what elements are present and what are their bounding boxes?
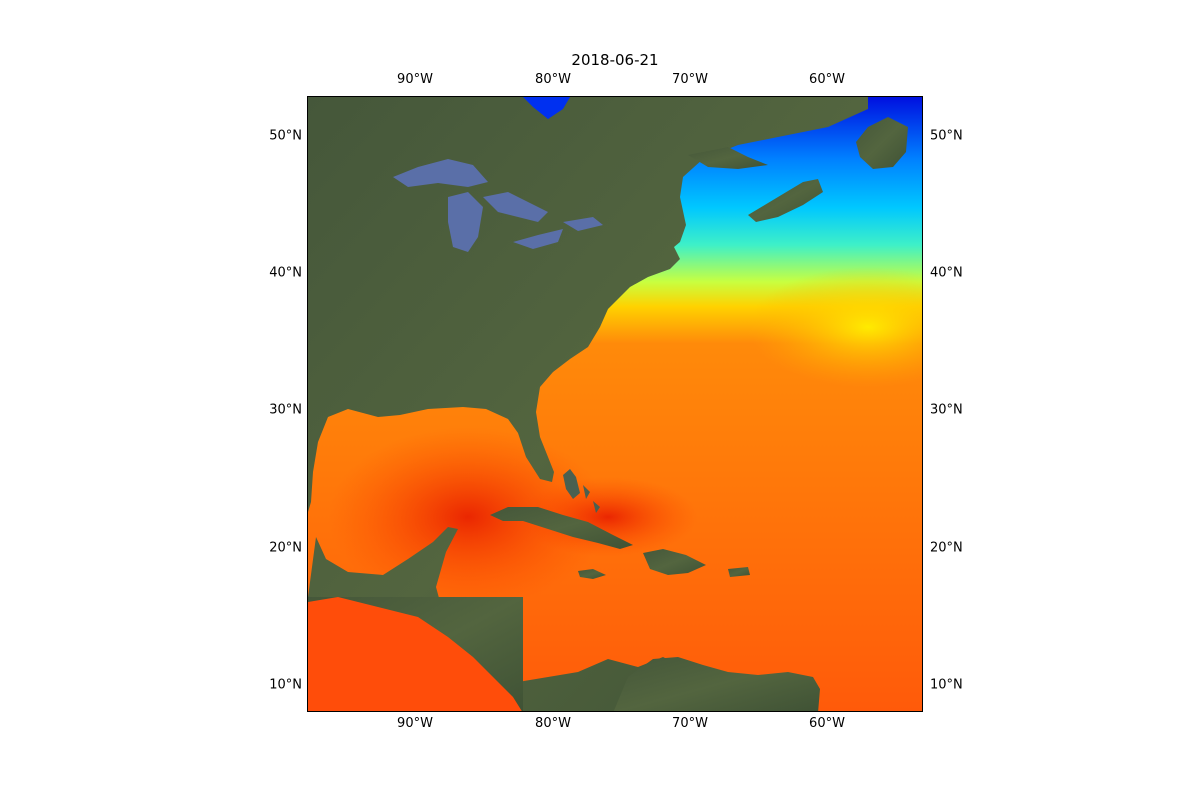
pacific-ocean — [308, 597, 522, 711]
hispaniola-island — [643, 549, 706, 575]
bahamas-islands — [563, 469, 600, 513]
cuba-island — [490, 507, 633, 549]
sst-map — [307, 96, 923, 712]
great-lakes — [393, 159, 603, 252]
lon-tick-top-70w: 70°W — [672, 72, 708, 87]
lon-tick-bottom-70w: 70°W — [672, 716, 708, 731]
sst-map-svg — [308, 97, 922, 711]
lat-tick-left-30n: 30°N — [269, 402, 302, 418]
hudson-bay-water — [523, 97, 570, 119]
warm-yellow-patch — [748, 267, 922, 387]
lat-tick-right-50n: 50°N — [930, 128, 963, 144]
lat-tick-left-40n: 40°N — [269, 265, 302, 281]
puerto-rico-island — [728, 567, 750, 577]
gulf-of-st-lawrence-land — [688, 147, 768, 169]
map-title: 2018-06-21 — [571, 51, 659, 69]
lon-tick-bottom-60w: 60°W — [809, 716, 845, 731]
lat-tick-right-20n: 20°N — [930, 540, 963, 556]
lon-tick-top-60w: 60°W — [809, 72, 845, 87]
lon-tick-bottom-90w: 90°W — [397, 716, 433, 731]
lat-tick-left-50n: 50°N — [269, 128, 302, 144]
south-america-land — [613, 657, 820, 711]
lon-tick-top-90w: 90°W — [397, 72, 433, 87]
north-america-land — [308, 97, 868, 711]
newfoundland-island — [856, 117, 908, 169]
nova-scotia-peninsula — [748, 179, 823, 222]
lat-tick-left-20n: 20°N — [269, 540, 302, 556]
lon-tick-top-80w: 80°W — [535, 72, 571, 87]
lat-tick-right-40n: 40°N — [930, 265, 963, 281]
lon-tick-bottom-80w: 80°W — [535, 716, 571, 731]
jamaica-island — [578, 569, 606, 579]
lat-tick-right-30n: 30°N — [930, 402, 963, 418]
lat-tick-left-10n: 10°N — [269, 677, 302, 693]
bahamas-hot-patch — [518, 477, 698, 557]
lat-tick-right-10n: 10°N — [930, 677, 963, 693]
